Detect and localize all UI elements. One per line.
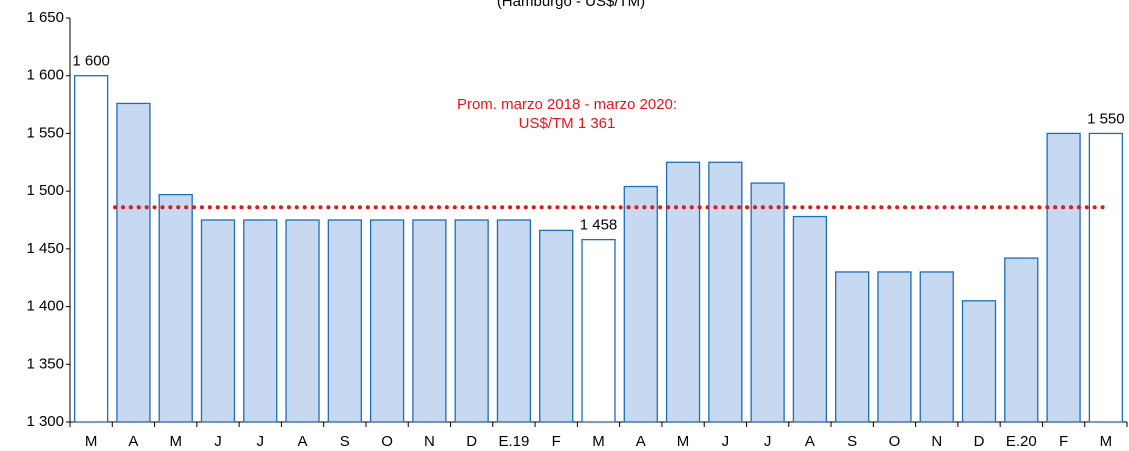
x-tick-label: J: [257, 433, 265, 450]
bar: [835, 271, 870, 423]
bar: [496, 219, 532, 423]
x-tick-label: S: [847, 433, 857, 450]
bar: [285, 219, 320, 423]
x-tick-label: A: [298, 433, 308, 450]
bar: [1046, 132, 1081, 423]
x-tick-label: E.19: [499, 433, 530, 450]
x-tick-label: J: [214, 433, 222, 450]
x-tick-label: N: [424, 433, 435, 450]
x-tick-label: M: [169, 433, 182, 450]
bar: [792, 215, 828, 423]
y-tick-label: 1 300: [26, 413, 64, 430]
x-tick-label: N: [931, 433, 942, 450]
x-tick-label: O: [381, 433, 393, 450]
x-tick-label: J: [722, 433, 730, 450]
value-label: 1 550: [1087, 110, 1125, 127]
annotation: Prom. marzo 2018 - marzo 2020:: [457, 96, 677, 113]
bar: [665, 161, 701, 423]
bar: [243, 219, 278, 423]
y-tick-label: 1 650: [26, 9, 64, 26]
x-tick-label: M: [677, 433, 690, 450]
x-tick-label: S: [340, 433, 350, 450]
x-tick-label: M: [85, 433, 98, 450]
bar: [369, 219, 405, 423]
bar: [1088, 132, 1123, 423]
bar: [961, 300, 997, 423]
bar: [1004, 257, 1039, 423]
bar: [623, 185, 658, 423]
x-tick-label: A: [636, 433, 646, 450]
x-tick-label: F: [552, 433, 561, 450]
bar: [200, 219, 236, 423]
chart-title: (Hamburgo - US$/TM): [497, 0, 645, 10]
bar: [327, 219, 362, 423]
bar: [158, 193, 193, 423]
bar: [539, 229, 574, 423]
bar: [581, 238, 616, 423]
x-tick-label: A: [805, 433, 815, 450]
y-tick-label: 1 350: [26, 355, 64, 372]
value-label: 1 600: [72, 53, 110, 70]
bar: [708, 161, 743, 423]
y-tick-label: 1 450: [26, 240, 64, 257]
value-label: 1 458: [580, 217, 618, 234]
x-tick-label: D: [466, 433, 477, 450]
x-tick-label: J: [764, 433, 772, 450]
bar: [750, 182, 785, 423]
bar: [412, 219, 447, 423]
x-tick-label: M: [592, 433, 605, 450]
bar: [919, 271, 954, 423]
bar: [116, 102, 151, 423]
x-tick-label: O: [889, 433, 901, 450]
x-tick-label: M: [1100, 433, 1113, 450]
y-tick-label: 1 600: [26, 67, 64, 84]
x-tick-label: E.20: [1006, 433, 1037, 450]
y-tick-label: 1 400: [26, 298, 64, 315]
x-tick-label: F: [1059, 433, 1068, 450]
bar: [877, 271, 912, 423]
bar: [74, 75, 109, 423]
y-tick-label: 1 550: [26, 124, 64, 141]
annotation: US$/TM 1 361: [519, 115, 616, 132]
x-tick-label: A: [128, 433, 138, 450]
x-tick-label: D: [974, 433, 985, 450]
y-tick-label: 1 500: [26, 182, 64, 199]
bar: [454, 219, 489, 423]
